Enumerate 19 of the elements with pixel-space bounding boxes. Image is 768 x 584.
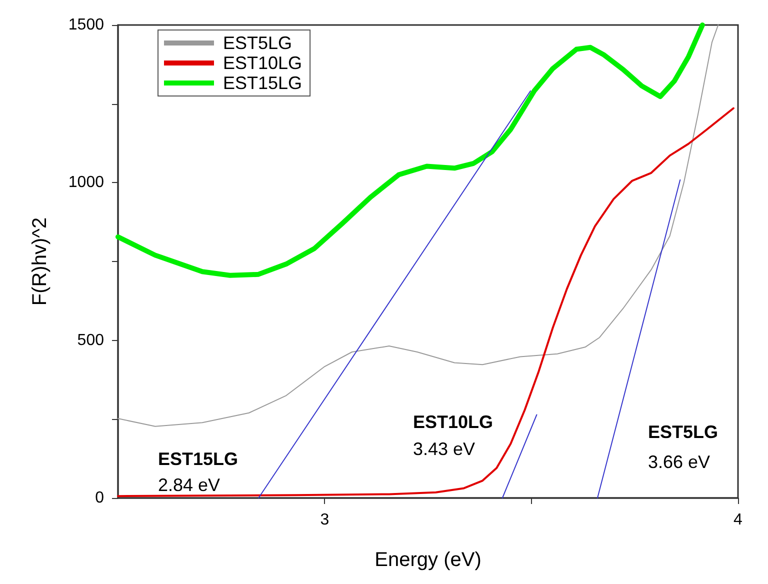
legend-label: EST15LG bbox=[223, 73, 302, 93]
x-tick-label: 4 bbox=[734, 512, 743, 528]
annotation: 3.66 eV bbox=[648, 452, 710, 472]
y-tick-label: 500 bbox=[77, 332, 104, 349]
y-tick-label: 0 bbox=[95, 490, 104, 506]
annotation: EST15LG bbox=[158, 449, 238, 469]
annotation: EST10LG bbox=[413, 412, 494, 432]
line-series bbox=[117, 107, 734, 498]
legend-label: EST10LG bbox=[223, 53, 302, 73]
y-tick-label: 1000 bbox=[68, 174, 104, 192]
annotation: 3.43 eV bbox=[413, 439, 476, 459]
x-axis-title: Energy (eV) bbox=[374, 549, 482, 571]
y-axis-title: F(R)hv)^2 bbox=[29, 217, 51, 306]
annotation: 2.84 eV bbox=[158, 475, 220, 495]
line-series bbox=[118, 24, 719, 427]
legend-label: EST5LG bbox=[223, 33, 292, 53]
x-tick-label: 3 bbox=[320, 512, 330, 528]
annotation: EST5LG bbox=[648, 422, 718, 442]
y-tick-label: 1500 bbox=[68, 16, 104, 34]
